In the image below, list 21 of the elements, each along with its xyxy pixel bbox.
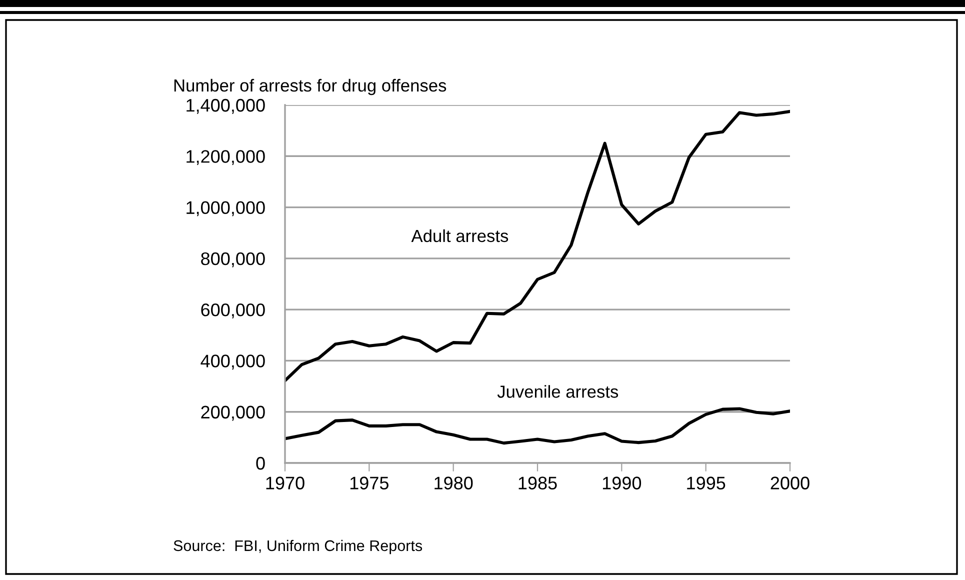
line-series bbox=[285, 407, 790, 445]
y-tick-label: 1,400,000 bbox=[186, 98, 265, 114]
y-tick-label: 800,000 bbox=[201, 252, 265, 268]
y-tick-label: 400,000 bbox=[200, 354, 265, 370]
line-series bbox=[285, 110, 790, 382]
chart-title: Number of arrests for drug offenses bbox=[174, 78, 446, 96]
source-note: Source: FBI, Uniform Crime Reports bbox=[174, 540, 422, 554]
y-tick-label: 1,000,000 bbox=[186, 201, 265, 216]
y-tick-label: 0 bbox=[256, 456, 265, 470]
y-tick-label: 1,200,000 bbox=[186, 150, 265, 165]
text: Adult arrests bbox=[411, 229, 508, 242]
x-tick-label: 1980 bbox=[434, 476, 473, 490]
y-tick-label: 600,000 bbox=[201, 304, 265, 318]
x-tick-label: 1975 bbox=[350, 476, 388, 490]
y-tick-label: 200,000 bbox=[201, 406, 265, 421]
text: Juvenile arrests bbox=[497, 385, 618, 398]
x-tick-label: 2000 bbox=[770, 476, 810, 490]
x-tick-label: 1985 bbox=[518, 476, 557, 490]
x-tick-label: 1995 bbox=[687, 476, 726, 490]
x-tick-label: 1990 bbox=[602, 476, 642, 490]
x-tick-label: 1970 bbox=[266, 476, 304, 490]
